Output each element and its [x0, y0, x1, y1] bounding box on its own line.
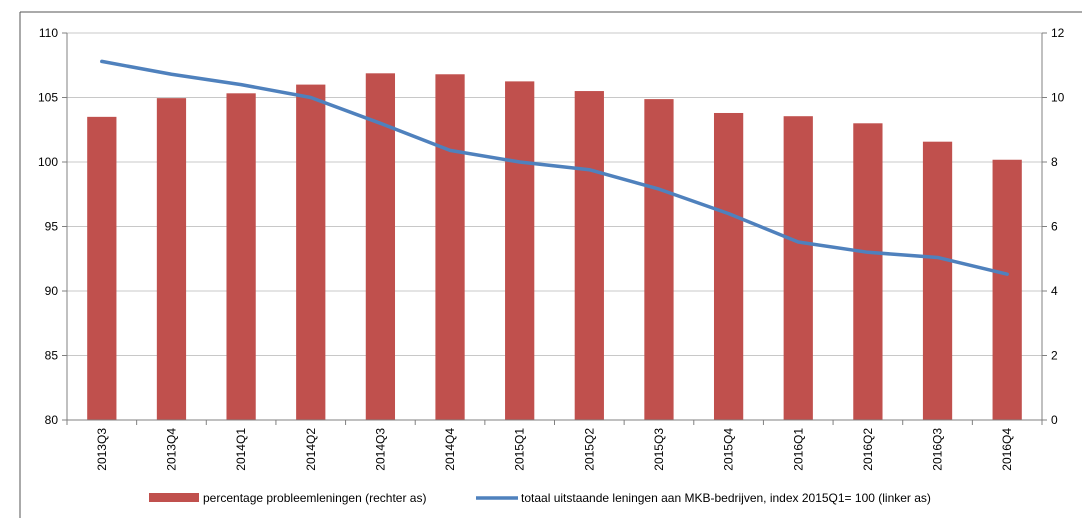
bar	[922, 141, 953, 420]
right-tick-label: 0	[1051, 413, 1058, 427]
right-axis-ticks: 0 2 4 6 8 10 12	[1042, 26, 1065, 427]
bar-series	[87, 73, 1022, 421]
legend-label-bar: percentage probleemleningen (rechter as)	[203, 491, 426, 505]
legend: percentage probleemleningen (rechter as)…	[149, 491, 931, 505]
right-tick-label: 6	[1051, 220, 1058, 234]
x-tick-label: 2015Q1	[513, 428, 527, 471]
bar	[296, 84, 326, 420]
left-tick-label: 100	[38, 155, 58, 169]
x-tick-label: 2013Q3	[95, 428, 109, 471]
x-tick-label: 2015Q3	[652, 428, 666, 471]
left-tick-label: 85	[45, 349, 59, 363]
right-tick-label: 12	[1051, 26, 1065, 40]
x-tick-label: 2014Q2	[304, 428, 318, 471]
x-tick-label: 2016Q1	[791, 428, 805, 471]
x-tick-label: 2013Q4	[164, 428, 178, 471]
x-tick-label: 2014Q1	[234, 428, 248, 471]
bar	[505, 81, 535, 420]
right-tick-label: 4	[1051, 284, 1058, 298]
bar	[574, 91, 604, 421]
x-tick-label: 2014Q3	[373, 428, 387, 471]
right-tick-label: 8	[1051, 155, 1058, 169]
legend-label-line: totaal uitstaande leningen aan MKB-bedri…	[521, 491, 931, 505]
left-tick-label: 95	[45, 220, 59, 234]
bar	[644, 99, 674, 421]
left-tick-label: 110	[39, 26, 58, 40]
line-path	[100, 59, 1009, 276]
bar	[435, 74, 465, 420]
x-tick-label: 2016Q2	[861, 428, 875, 471]
bar	[853, 123, 883, 421]
x-tick-label: 2016Q3	[931, 428, 945, 471]
x-axis-ticks: 2013Q3 2013Q4 2014Q1 2014Q2 2014Q3 2014Q4 2015…	[66, 420, 1043, 471]
bar	[713, 112, 744, 420]
x-tick-label: 2014Q4	[443, 428, 457, 471]
left-axis-ticks: 80 85 90 95 100 105 110	[38, 26, 67, 427]
x-tick-label: 2015Q4	[722, 428, 736, 471]
left-tick-label: 105	[38, 91, 58, 105]
line-series	[100, 59, 1009, 276]
x-tick-label: 2016Q4	[1000, 428, 1014, 471]
x-tick-label: 2015Q2	[582, 428, 596, 471]
bar	[365, 73, 396, 420]
bar	[992, 159, 1022, 420]
right-tick-label: 10	[1051, 91, 1065, 105]
bar	[783, 116, 813, 420]
right-tick-label: 2	[1051, 349, 1058, 363]
left-tick-label: 80	[45, 413, 59, 427]
bar	[87, 116, 117, 420]
legend-swatch-bar	[149, 493, 199, 502]
bar	[226, 93, 256, 421]
left-tick-label: 90	[45, 284, 59, 298]
bar	[156, 98, 187, 421]
